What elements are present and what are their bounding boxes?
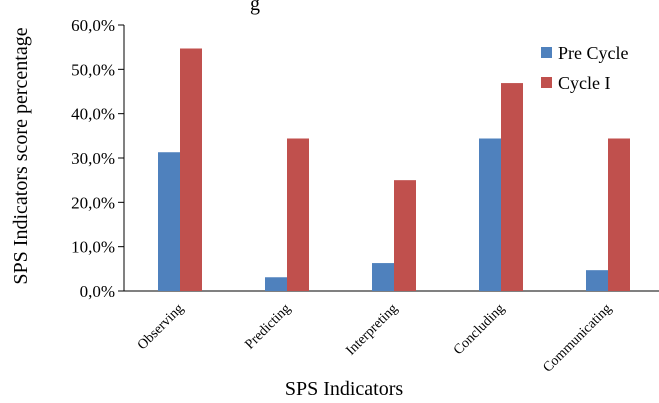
x-tick-labels: Observing Predicting Interpreting Concludin… — [135, 301, 615, 375]
bar-pre-cycle-concluding — [479, 138, 501, 291]
y-axis: 0,0% 10,0% 20,0% 30,0% 40,0% 50,0% 60,0% — [71, 16, 125, 301]
bar-cycle-i-observing — [180, 48, 202, 291]
bars — [158, 48, 630, 292]
bar-cycle-i-predicting — [287, 138, 309, 291]
bar-cycle-i-communicating — [608, 138, 630, 291]
y-tick-label: 60,0% — [71, 16, 115, 35]
x-tick-label: Predicting — [243, 301, 294, 352]
y-tick-label: 0,0% — [80, 282, 115, 301]
x-tick-label: Observing — [135, 301, 187, 353]
bar-pre-cycle-interpreting — [372, 263, 394, 291]
y-axis-title: SPS Indicators score percentage — [10, 27, 32, 284]
bar-pre-cycle-predicting — [265, 277, 287, 291]
y-tick-label: 40,0% — [71, 105, 115, 124]
y-tick-label: 10,0% — [71, 238, 115, 257]
x-tick-label: Interpreting — [343, 301, 400, 358]
y-tick-label: 50,0% — [71, 60, 115, 79]
chart-title-fragment: g — [250, 0, 260, 15]
legend-swatch — [541, 47, 552, 58]
x-tick-label: Concluding — [451, 301, 508, 358]
y-tick-label: 30,0% — [71, 149, 115, 168]
bar-pre-cycle-observing — [158, 152, 180, 291]
bar-cycle-i-concluding — [501, 83, 523, 292]
legend-label: Cycle I — [558, 73, 610, 93]
bar-pre-cycle-communicating — [586, 270, 608, 291]
legend: Pre Cycle Cycle I — [541, 43, 628, 93]
bar-cycle-i-interpreting — [394, 180, 416, 291]
legend-label: Pre Cycle — [558, 43, 628, 63]
x-tick-label: Communicating — [540, 301, 614, 375]
y-tick-label: 20,0% — [71, 193, 115, 212]
x-axis-title: SPS Indicators — [285, 378, 404, 400]
legend-swatch — [541, 77, 552, 88]
